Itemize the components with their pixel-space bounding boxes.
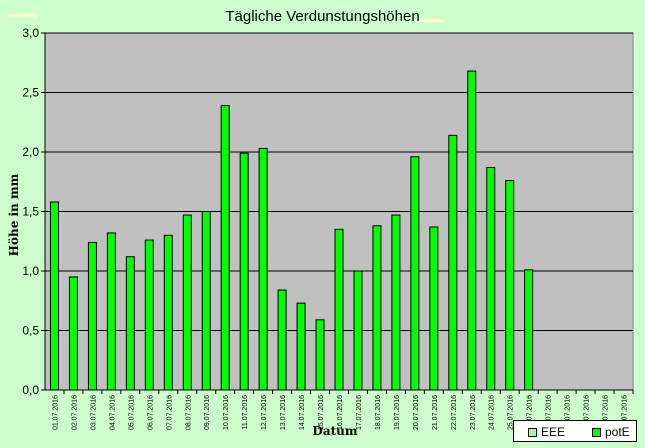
x-tick-label: 23.07.2016 bbox=[470, 395, 477, 430]
y-tick-label: 0,0 bbox=[22, 383, 39, 397]
title-underline-left bbox=[8, 14, 38, 17]
x-tick-label: 10.07.2016 bbox=[223, 395, 230, 430]
bar-potE bbox=[524, 269, 534, 391]
x-tick-label: 16.07.2016 bbox=[337, 395, 344, 430]
bar-potE bbox=[258, 147, 268, 391]
bar-potE bbox=[391, 214, 401, 391]
bar-potE bbox=[68, 276, 78, 391]
x-tick-label: 08.07.2016 bbox=[185, 395, 192, 430]
bar-potE bbox=[486, 166, 496, 391]
x-tick-label: 04.07.2016 bbox=[109, 395, 116, 430]
bar-potE bbox=[315, 319, 325, 391]
x-tick-label: 28.07.2016 bbox=[565, 395, 572, 430]
bar-potE bbox=[163, 234, 173, 391]
x-tick-label: 12.07.2016 bbox=[261, 395, 268, 430]
bar-potE bbox=[201, 211, 211, 391]
y-tick-label: 3,0 bbox=[22, 26, 39, 40]
x-tick-label: 30.07.2016 bbox=[603, 395, 610, 430]
x-tick-label: 07.07.2016 bbox=[166, 395, 173, 430]
y-axis-label: Höhe in mm bbox=[7, 173, 21, 257]
legend-label-eee: EEE bbox=[541, 425, 566, 439]
x-tick-label: 14.07.2016 bbox=[299, 395, 306, 430]
x-tick-label: 26.07.2016 bbox=[527, 395, 534, 430]
bar-potE bbox=[87, 241, 97, 391]
x-tick-label: 19.07.2016 bbox=[394, 395, 401, 430]
y-tick-label: 1,0 bbox=[22, 264, 39, 278]
bar-potE bbox=[220, 105, 230, 391]
x-tick-label: 11.07.2016 bbox=[242, 395, 249, 430]
x-tick-label: 06.07.2016 bbox=[147, 395, 154, 430]
bar-potE bbox=[144, 239, 154, 391]
y-tick-label: 2,0 bbox=[22, 145, 39, 159]
bar-potE bbox=[467, 70, 477, 391]
x-tick-label: 31.07.2016 bbox=[622, 395, 629, 430]
x-tick-label: 21.07.2016 bbox=[432, 395, 439, 430]
x-tick-label: 29.07.2016 bbox=[584, 395, 591, 430]
x-tick-label: 03.07.2016 bbox=[90, 395, 97, 430]
bar-potE bbox=[296, 302, 306, 391]
bar-potE bbox=[125, 256, 135, 391]
x-tick-label: 09.07.2016 bbox=[204, 395, 211, 430]
x-tick-label: 25.07.2016 bbox=[508, 395, 515, 430]
bar-potE bbox=[372, 225, 382, 391]
x-tick-label: 27.07.2016 bbox=[546, 395, 553, 430]
x-tick-label: 15.07.2016 bbox=[318, 395, 325, 430]
x-axis-label: Datum bbox=[312, 424, 358, 438]
x-tick-label: 17.07.2016 bbox=[356, 395, 363, 430]
x-tick-label: 22.07.2016 bbox=[451, 395, 458, 430]
y-tick-label: 1,5 bbox=[22, 205, 39, 219]
x-tick-label: 01.07.2016 bbox=[52, 395, 59, 430]
bar-potE bbox=[49, 201, 59, 391]
bar-potE bbox=[429, 226, 439, 391]
legend-label-pote: potE bbox=[605, 425, 630, 439]
chart-title: Tägliche Verdunstungshöhen bbox=[225, 8, 420, 25]
bar-potE bbox=[106, 232, 116, 391]
x-tick-label: 02.07.2016 bbox=[71, 395, 78, 430]
legend-swatch-eee bbox=[528, 427, 537, 437]
legend: EEE potE bbox=[513, 420, 637, 442]
bar-potE bbox=[353, 270, 363, 391]
bar-potE bbox=[334, 228, 344, 391]
bar-potE bbox=[182, 214, 192, 391]
y-tick-label: 2,5 bbox=[22, 86, 39, 100]
legend-item-eee: EEE bbox=[528, 425, 565, 439]
x-tick-label: 05.07.2016 bbox=[128, 395, 135, 430]
bar-potE bbox=[239, 152, 249, 391]
y-tick-label: 0,5 bbox=[22, 324, 39, 338]
x-tick-label: 18.07.2016 bbox=[375, 395, 382, 430]
x-tick-label: 20.07.2016 bbox=[413, 395, 420, 430]
legend-item-pote: potE bbox=[592, 425, 630, 439]
x-tick-label: 24.07.2016 bbox=[489, 395, 496, 430]
x-tick-label: 13.07.2016 bbox=[280, 395, 287, 430]
bar-potE bbox=[505, 180, 515, 391]
legend-swatch-pote bbox=[592, 427, 601, 437]
title-underline-right bbox=[420, 19, 444, 22]
bar-potE bbox=[448, 134, 458, 391]
bar-potE bbox=[277, 289, 287, 391]
bar-potE bbox=[410, 156, 420, 391]
